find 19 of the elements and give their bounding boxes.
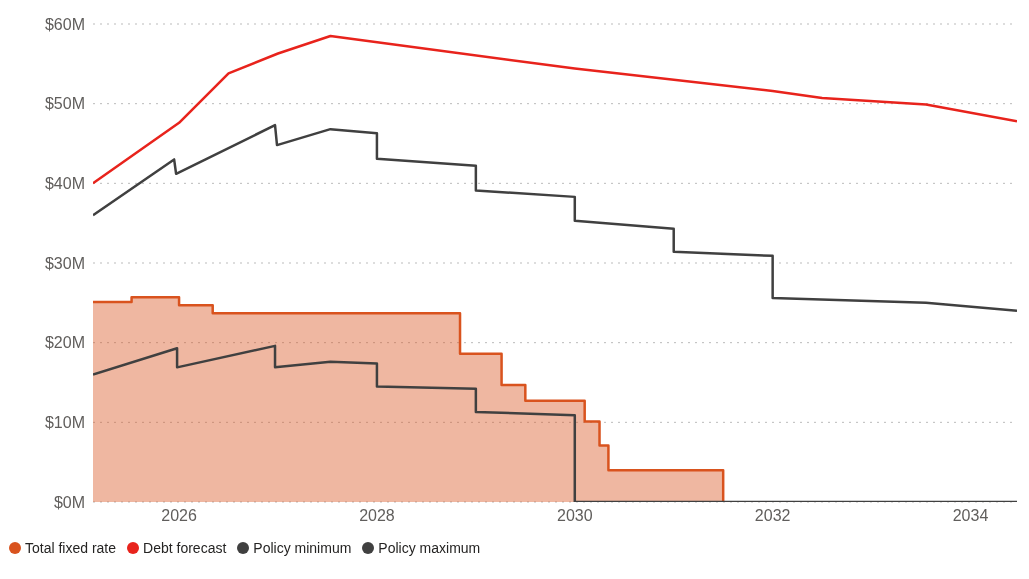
x-tick-label: 2034 [952, 507, 989, 525]
y-tick-label: $30M [44, 254, 85, 272]
legend-label: Policy maximum [378, 540, 481, 556]
line-series [93, 123, 1017, 313]
y-tick-label: $60M [44, 15, 85, 33]
y-tick-label: $20M [44, 334, 85, 352]
y-tick-label: $50M [44, 95, 85, 113]
legend-label: Debt forecast [143, 540, 227, 556]
line-series [93, 34, 1017, 185]
y-tick-label: $10M [44, 414, 85, 432]
x-tick-label: 2028 [359, 507, 395, 525]
legend-label: Policy minimum [253, 540, 352, 556]
x-tick-label: 2032 [754, 507, 791, 525]
x-tick-label: 2026 [161, 507, 197, 525]
x-tick-label: 2030 [556, 507, 593, 525]
line-series [93, 344, 1017, 502]
y-tick-label: $0M [53, 493, 85, 511]
legend-label: Total fixed rate [25, 540, 117, 556]
y-tick-label: $40M [44, 175, 85, 193]
